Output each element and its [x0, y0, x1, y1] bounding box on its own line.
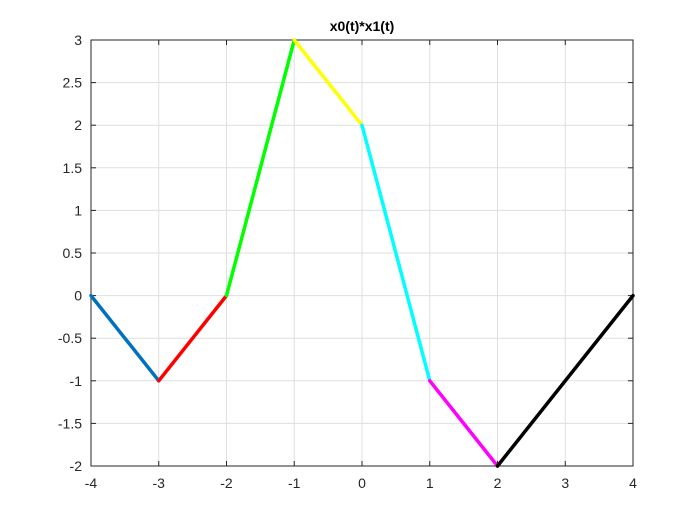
series-line-3: [224, 38, 296, 298]
y-tick-label: 1: [74, 202, 82, 218]
x-tick-label: -2: [220, 475, 233, 491]
x-tick-label: 3: [561, 475, 569, 491]
y-tick-label: 0.5: [63, 245, 83, 261]
series-line-1: [89, 293, 161, 383]
grid: [90, 39, 634, 467]
x-tick-label: -1: [288, 475, 301, 491]
y-tick-label: 0: [74, 288, 82, 304]
y-tick-label: 1.5: [63, 160, 83, 176]
series-line-4: [292, 38, 364, 127]
y-tick-label: 3: [74, 32, 82, 48]
x-tick-label: 0: [358, 475, 366, 491]
y-tick-label: -1.5: [58, 415, 82, 431]
x-tick-label: 4: [629, 475, 637, 491]
x-tick-label: -4: [85, 475, 98, 491]
y-tick-label: -1: [70, 373, 83, 389]
y-tick-label: -2: [70, 458, 83, 474]
x-tick-label: 2: [494, 475, 502, 491]
series-line-2: [157, 293, 229, 383]
y-tick-label: 2.5: [63, 75, 83, 91]
series-lines: [89, 38, 635, 468]
x-tick-label: -3: [153, 475, 166, 491]
chart-title: x0(t)*x1(t): [330, 18, 395, 34]
y-tick-label: 2: [74, 117, 82, 133]
y-tick-label: -0.5: [58, 330, 82, 346]
series-line-6: [428, 379, 500, 468]
series-line-5: [360, 123, 432, 383]
axis-ticks: -4 -3 -2 -1 0 1 2 3 4 -2 -1.5 -1 -0.5 0 0.5 1 1.5 2 2.5 3: [58, 32, 637, 491]
x-tick-label: 1: [426, 475, 434, 491]
series-line-7: [495, 293, 635, 468]
